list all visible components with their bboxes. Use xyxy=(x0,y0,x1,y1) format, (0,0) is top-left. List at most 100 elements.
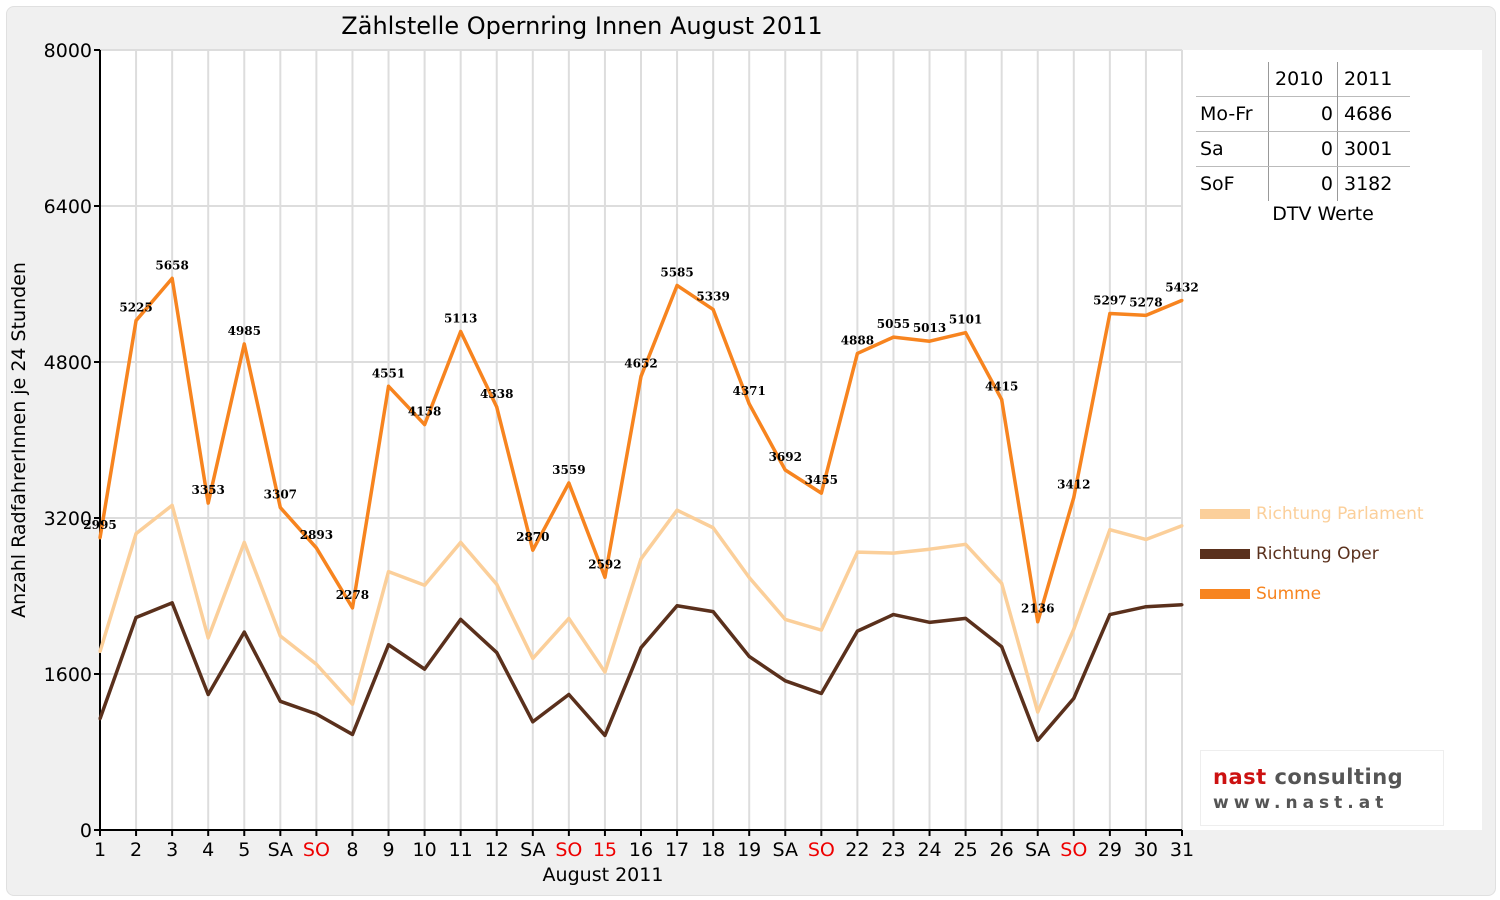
dtv-value-2011: 3001 xyxy=(1337,131,1410,167)
data-label: 2893 xyxy=(300,528,333,542)
data-point xyxy=(242,630,246,634)
data-point xyxy=(206,636,210,640)
data-point xyxy=(928,620,932,624)
dtv-row-label: Mo-Fr xyxy=(1196,96,1269,132)
data-point xyxy=(747,575,751,579)
data-point xyxy=(1180,298,1184,302)
x-tick-label: 17 xyxy=(665,839,689,861)
y-axis-label: Anzahl RadfahrerInnen je 24 Stunden xyxy=(8,262,30,618)
data-point xyxy=(964,331,968,335)
data-point xyxy=(495,405,499,409)
data-point xyxy=(1180,524,1184,528)
data-point xyxy=(1000,398,1004,402)
x-tick-label: SO xyxy=(555,839,582,861)
data-label: 5013 xyxy=(913,321,946,335)
dtv-row-label: Sa xyxy=(1196,131,1269,167)
data-label: 3353 xyxy=(191,483,224,497)
data-point xyxy=(278,699,282,703)
data-point xyxy=(1000,645,1004,649)
data-point xyxy=(1108,613,1112,617)
data-point xyxy=(1072,495,1076,499)
x-tick-label: SO xyxy=(1060,839,1087,861)
data-label: 2870 xyxy=(516,530,549,544)
data-point xyxy=(98,650,102,654)
data-point xyxy=(675,604,679,608)
data-label: 3559 xyxy=(552,463,585,477)
x-tick-label: 19 xyxy=(737,839,761,861)
dtv-caption: DTV Werte xyxy=(1272,203,1374,225)
data-point xyxy=(1108,528,1112,532)
data-point xyxy=(1072,696,1076,700)
x-tick-label: 5 xyxy=(238,839,250,861)
data-label: 4888 xyxy=(841,333,874,347)
data-label: 5055 xyxy=(877,317,910,331)
x-tick-label: 23 xyxy=(881,839,905,861)
data-point xyxy=(855,629,859,633)
data-label: 5658 xyxy=(155,258,188,272)
x-tick-label: SO xyxy=(808,839,835,861)
data-point xyxy=(423,583,427,587)
legend-swatch xyxy=(1200,509,1250,519)
x-tick-label: 2 xyxy=(130,839,142,861)
data-point xyxy=(639,646,643,650)
x-tick-label: 10 xyxy=(413,839,437,861)
x-tick-label: SA xyxy=(773,839,798,861)
x-tick-label: 31 xyxy=(1170,839,1194,861)
data-point xyxy=(567,616,571,620)
data-point xyxy=(603,575,607,579)
y-tick-label: 0 xyxy=(80,820,92,842)
legend-swatch xyxy=(1200,549,1250,559)
x-tick-label: 24 xyxy=(917,839,941,861)
x-tick-label: 16 xyxy=(629,839,653,861)
data-label: 5225 xyxy=(119,301,152,315)
legend-item: Richtung Oper xyxy=(1200,534,1424,574)
data-point xyxy=(747,402,751,406)
x-tick-label: 26 xyxy=(990,839,1014,861)
x-tick-label: SA xyxy=(268,839,293,861)
dtv-value-2010: 0 xyxy=(1268,166,1338,201)
dtv-table: 2010 2011 Mo-Fr 0 4686 Sa 0 3001 SoF 0 3… xyxy=(1196,62,1410,225)
data-point xyxy=(134,615,138,619)
data-point xyxy=(675,508,679,512)
x-tick-label: 9 xyxy=(382,839,394,861)
data-point xyxy=(928,339,932,343)
logo-url: www.nast.at xyxy=(1213,793,1389,813)
data-point xyxy=(711,610,715,614)
x-tick-label: 8 xyxy=(346,839,358,861)
y-tick-label: 6400 xyxy=(44,196,92,218)
dtv-header-empty xyxy=(1196,62,1269,97)
legend-swatch xyxy=(1200,589,1250,599)
data-point xyxy=(278,634,282,638)
data-point xyxy=(891,613,895,617)
data-label: 4415 xyxy=(985,380,1018,394)
data-point xyxy=(134,319,138,323)
data-point xyxy=(495,651,499,655)
data-label: 4338 xyxy=(480,387,513,401)
data-point xyxy=(675,283,679,287)
data-label: 5297 xyxy=(1093,294,1126,308)
data-point xyxy=(278,506,282,510)
x-tick-label: 15 xyxy=(593,839,617,861)
data-point xyxy=(964,616,968,620)
data-point xyxy=(387,643,391,647)
legend: Richtung Parlament Richtung Oper Summe xyxy=(1200,494,1424,614)
data-point xyxy=(819,692,823,695)
data-point xyxy=(98,717,102,721)
data-label: 2136 xyxy=(1021,602,1054,616)
data-point xyxy=(819,491,823,495)
data-label: 4985 xyxy=(228,324,261,338)
legend-item: Richtung Parlament xyxy=(1200,494,1424,534)
x-tick-label: SA xyxy=(1025,839,1050,861)
data-point xyxy=(855,351,859,355)
dtv-value-2011: 4686 xyxy=(1337,96,1410,132)
data-point xyxy=(170,276,174,280)
x-tick-label: 3 xyxy=(166,839,178,861)
data-label: 4551 xyxy=(372,366,405,380)
data-point xyxy=(567,692,571,696)
x-tick-label: 11 xyxy=(449,839,473,861)
data-label: 2278 xyxy=(336,588,369,602)
data-label: 3692 xyxy=(769,450,802,464)
data-point xyxy=(1144,605,1148,609)
data-label: 5585 xyxy=(660,265,693,279)
data-label: 5113 xyxy=(444,311,477,325)
